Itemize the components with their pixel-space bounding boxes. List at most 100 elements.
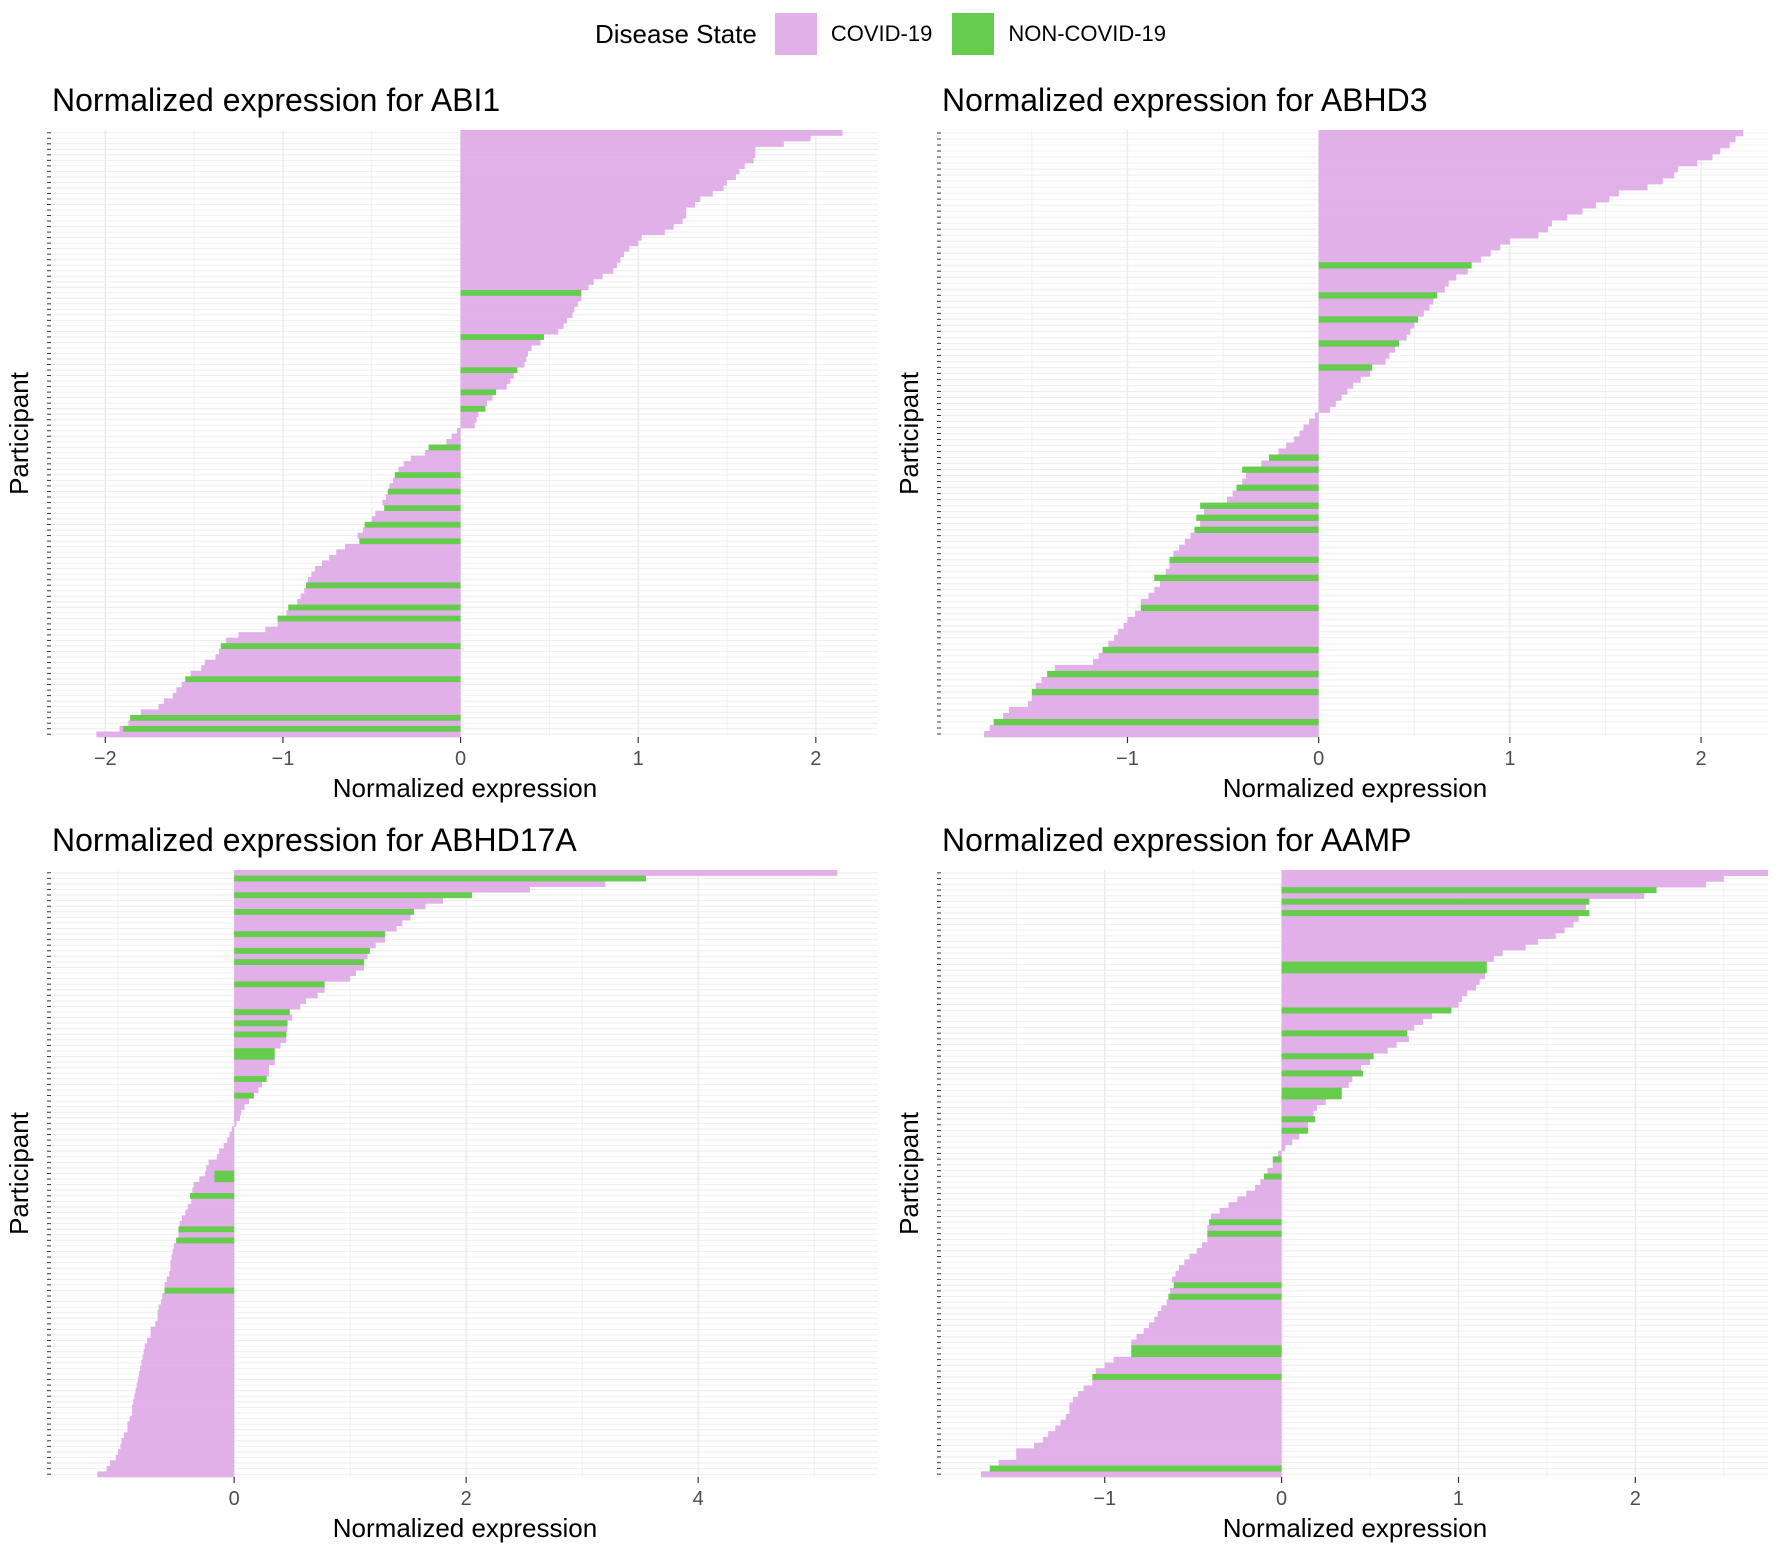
- bar: [142, 1354, 235, 1361]
- bar: [1093, 658, 1319, 666]
- bar: [161, 1298, 235, 1305]
- bar: [1281, 955, 1494, 962]
- bar: [304, 588, 461, 594]
- bar: [1272, 1162, 1282, 1169]
- bar: [1016, 1448, 1282, 1455]
- bar: [169, 1270, 235, 1277]
- bar: [171, 1254, 235, 1261]
- bar: [362, 527, 461, 534]
- bar: [993, 718, 1319, 726]
- bar: [192, 1187, 235, 1194]
- bar: [1092, 1373, 1282, 1380]
- bar: [234, 1120, 237, 1127]
- bar: [1281, 932, 1556, 940]
- bar: [1228, 1202, 1282, 1209]
- bar: [1281, 978, 1480, 985]
- x-axis-label: Normalized expression: [1223, 1513, 1487, 1543]
- bar: [403, 461, 461, 467]
- bar: [234, 1031, 287, 1038]
- bar: [127, 1426, 235, 1433]
- x-axis-label: Normalized expression: [1223, 773, 1487, 803]
- bar: [234, 964, 365, 971]
- legend-item-non-covid: NON-COVID-19: [952, 13, 1166, 55]
- bar: [1054, 664, 1319, 672]
- bar: [219, 1148, 235, 1155]
- bar: [234, 875, 646, 882]
- bar: [234, 981, 325, 988]
- bar: [460, 372, 514, 379]
- x-tick-label: 2: [1696, 748, 1707, 770]
- bar: [214, 1176, 235, 1183]
- bar: [989, 1465, 1282, 1472]
- bar: [364, 521, 461, 528]
- bar: [97, 1471, 235, 1478]
- legend-label-non-covid: NON-COVID-19: [1008, 21, 1167, 46]
- x-tick-label: 1: [1453, 1488, 1464, 1510]
- bar: [1281, 1053, 1374, 1060]
- bar: [1154, 574, 1319, 582]
- bar: [1113, 1356, 1282, 1363]
- bar: [460, 383, 507, 390]
- bar: [1281, 967, 1487, 974]
- bar: [185, 676, 461, 683]
- bar: [1318, 274, 1457, 281]
- bar: [1281, 1036, 1409, 1043]
- bar: [460, 267, 614, 274]
- bar: [1055, 1425, 1282, 1432]
- bar: [170, 1265, 235, 1272]
- bar: [460, 262, 617, 269]
- bar: [1318, 244, 1501, 251]
- bar: [1281, 973, 1486, 980]
- bar: [1281, 944, 1526, 951]
- bar: [234, 1064, 269, 1071]
- bar: [234, 936, 385, 943]
- bar: [1318, 400, 1336, 407]
- bar: [234, 1059, 275, 1066]
- bar: [234, 1115, 240, 1121]
- bar: [1318, 208, 1583, 215]
- bar: [460, 218, 683, 225]
- bar: [1143, 1328, 1282, 1335]
- bar: [234, 925, 397, 932]
- bar: [1190, 532, 1319, 539]
- bar: [1281, 1133, 1300, 1140]
- bar: [1041, 676, 1319, 684]
- bar: [451, 433, 461, 440]
- bar: [106, 1465, 235, 1472]
- bar: [1299, 430, 1319, 437]
- bar: [387, 488, 461, 495]
- bar: [460, 245, 630, 252]
- bar: [410, 455, 461, 462]
- bar: [234, 1025, 288, 1032]
- bar: [1031, 688, 1319, 696]
- bar: [173, 1243, 235, 1249]
- bar: [1157, 1310, 1282, 1317]
- bar: [176, 1237, 235, 1244]
- bar: [1179, 1265, 1282, 1272]
- bar: [1016, 1454, 1282, 1461]
- bar: [1281, 950, 1503, 957]
- bar: [460, 328, 559, 335]
- bar: [234, 1042, 281, 1049]
- x-tick-label: −1: [1116, 748, 1139, 770]
- bar: [127, 1421, 235, 1428]
- bar: [425, 450, 461, 456]
- bar: [128, 720, 461, 727]
- bar: [1236, 484, 1319, 491]
- bar: [1184, 538, 1319, 545]
- bar: [166, 1276, 235, 1283]
- bar: [1318, 226, 1549, 233]
- bar: [178, 1231, 235, 1238]
- bar: [460, 251, 624, 258]
- bar: [1281, 938, 1539, 945]
- bar: [1154, 586, 1319, 594]
- bar: [234, 986, 325, 993]
- bar: [1281, 881, 1707, 888]
- bar: [1281, 904, 1586, 911]
- bar: [1318, 160, 1698, 167]
- bar: [164, 1282, 235, 1288]
- bar: [137, 1376, 235, 1383]
- bar: [234, 1014, 293, 1021]
- legend: Disease State COVID-19 NON-COVID-19: [0, 10, 1781, 58]
- bar: [120, 1443, 235, 1450]
